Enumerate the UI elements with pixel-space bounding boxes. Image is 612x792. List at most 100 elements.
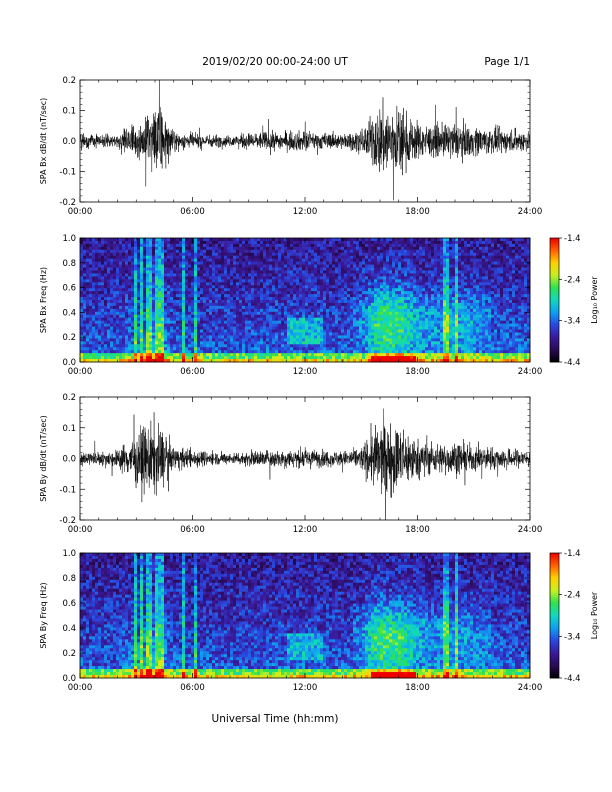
spectrogram-cell [371,314,375,319]
spectrogram-cell [389,329,393,333]
spectrogram-cell [164,356,168,360]
spectrogram-cell [104,308,108,313]
spectrogram-cell [428,252,432,257]
spectrogram-cell [203,329,207,333]
spectrogram-cell [377,329,381,333]
spectrogram-cell [404,335,408,339]
spectrogram-cell [206,246,210,251]
spectrogram-cell [272,285,276,289]
spectrogram-cell [110,323,114,327]
spectrogram-cell [359,323,363,327]
spectrogram-cell [419,252,423,257]
spectrogram-cell [425,297,429,301]
spectrogram-cell [140,258,144,263]
spectrogram-cell [170,270,174,274]
spectrogram-cell [398,308,402,313]
spectrogram-cell [299,359,303,363]
spectrogram-cell [143,332,147,336]
spectrogram-cell [311,317,315,322]
spectrogram-cell [278,305,282,310]
spectrogram-cell [176,344,180,348]
spectrogram-cell [134,273,138,277]
spectrogram-cell [155,320,159,325]
spectrogram-cell [353,317,357,322]
spectrogram-cell [287,323,291,327]
spectrogram-cell [155,350,159,354]
spectrogram-cell [311,273,315,277]
spectrogram-cell [350,258,354,263]
spectrogram-cell [338,240,342,245]
spectrogram-cell [425,288,429,292]
spectrogram-cell [131,344,135,348]
spectrogram-cell [227,326,231,330]
spectrogram-cell [293,255,297,260]
spectrogram-cell [305,332,309,336]
spectrogram-cell [380,240,384,245]
spectrogram-cell [305,305,309,310]
spectrogram-cell [101,258,105,263]
spectrogram-cell [314,326,318,330]
spectrogram-cell [314,267,318,271]
spectrogram-cell [173,273,177,277]
spectrogram-cell [305,297,309,301]
spectrogram-cell [374,311,378,316]
spectrogram-cell [158,273,162,277]
spectrogram-cell [311,258,315,263]
spectrogram-cell [170,356,174,360]
spectrogram-cell [257,332,261,336]
spectrogram-cell [206,294,210,298]
spectrogram-cell [284,258,288,263]
spectrogram-cell [176,261,180,265]
spectrogram-cell [119,243,123,248]
spectrogram-cell [89,302,93,307]
spectrogram-cell [386,317,390,322]
spectrogram-cell [401,350,405,354]
spectrogram-cell [410,300,414,304]
spectrogram-cell [392,353,396,357]
spectrogram-cell [398,238,402,242]
spectrogram-cell [392,305,396,310]
spectrogram-cell [305,353,309,357]
spectrogram-cell [269,359,273,363]
spectrogram-cell [287,273,291,277]
spectrogram-cell [95,347,99,351]
spectrogram-cell [92,302,96,307]
spectrogram-cell [305,255,309,260]
spectrogram-cell [92,288,96,292]
spectrogram-cell [104,353,108,357]
spectrogram-cell [404,294,408,298]
spectrogram-cell [248,341,252,345]
spectrogram-cell [173,308,177,313]
spectrogram-cell [269,294,273,298]
spectrogram-cell [140,341,144,345]
spectrogram-cell [179,264,183,268]
spectrogram-cell [314,329,318,333]
spectrogram-cell [422,326,426,330]
spectrogram-cell [206,243,210,248]
spectrogram-cell [209,270,213,274]
spectrogram-cell [275,282,279,286]
spectrogram-cell [419,243,423,248]
spectrogram-cell [374,302,378,307]
spectrogram-cell [227,314,231,319]
spectrogram-cell [122,353,126,357]
spectrogram-cell [200,300,204,304]
spectrogram-cell [308,261,312,265]
spectrogram-cell [101,246,105,251]
spectrogram-cell [116,294,120,298]
spectrogram-cell [383,317,387,322]
spectrogram-cell [80,291,84,295]
spectrogram-cell [236,258,240,263]
spectrogram-cell [377,317,381,322]
spectrogram-cell [161,317,165,322]
spectrogram-cell [86,285,90,289]
spectrogram-cell [194,270,198,274]
spectrogram-cell [260,359,264,363]
spectrogram-cell [419,356,423,360]
spectrogram-cell [365,297,369,301]
spectrogram-cell [230,273,234,277]
spectrogram-cell [179,255,183,260]
spectrogram-cell [239,347,243,351]
spectrogram-cell [83,326,87,330]
spectrogram-cell [416,282,420,286]
